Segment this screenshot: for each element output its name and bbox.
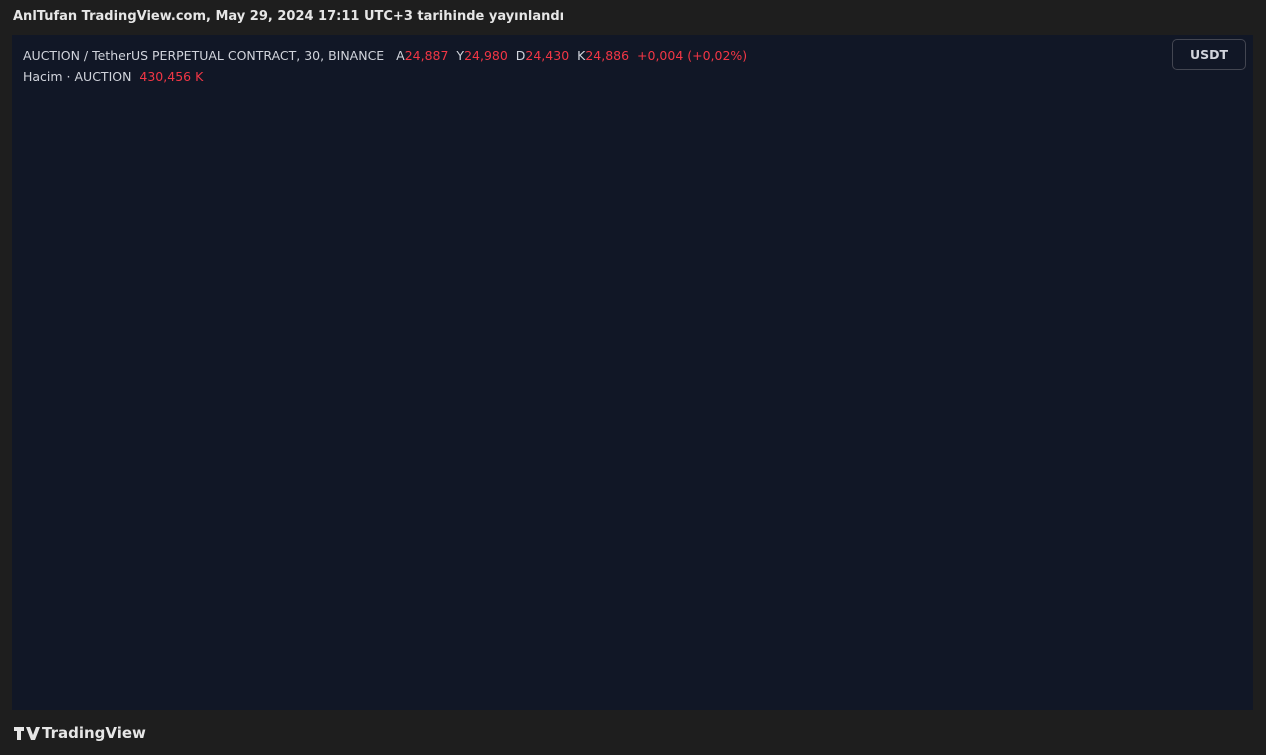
legend-volume: Hacim · AUCTION 430,456 K <box>23 66 747 87</box>
ohlc-value: 24,887 <box>404 48 449 63</box>
chart-panel <box>12 35 1253 710</box>
ohlc-value: 24,430 <box>525 48 570 63</box>
ohlc-key: A <box>396 48 405 63</box>
currency-button[interactable]: USDT <box>1172 39 1246 70</box>
footer-logo <box>14 727 40 740</box>
ohlc-value: 24,886 <box>585 48 630 63</box>
publish-title: AnlTufan TradingView.com, May 29, 2024 1… <box>13 9 565 24</box>
ohlc-key: K <box>577 48 586 63</box>
symbol: AUCTION / TetherUS PERPETUAL CONTRACT, 3… <box>23 48 385 63</box>
ohlc-value: 24,980 <box>464 48 508 63</box>
legend-main: AUCTION / TetherUS PERPETUAL CONTRACT, 3… <box>23 45 747 66</box>
change: +0,004 (+0,02%) <box>637 48 748 63</box>
logo <box>14 727 40 740</box>
footer-brand: TradingView <box>42 724 146 742</box>
legend: AUCTION / TetherUS PERPETUAL CONTRACT, 3… <box>23 45 747 87</box>
ohlc-key: Y <box>456 48 465 63</box>
volume-value: 430,456 K <box>139 69 204 84</box>
volume-title: Hacim · AUCTION <box>23 69 132 84</box>
ohlc-key: D <box>515 48 526 63</box>
